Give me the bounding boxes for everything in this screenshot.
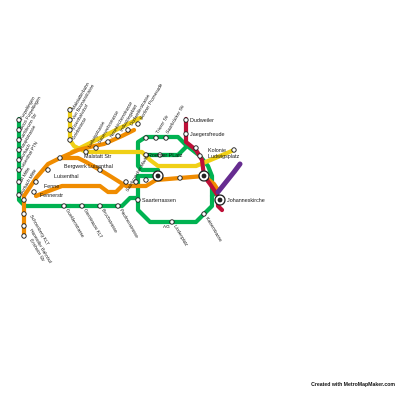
station-dot[interactable]	[31, 189, 37, 195]
orange-line-upper	[57, 127, 137, 161]
station-dot[interactable]	[21, 211, 27, 217]
station-label: Roemer PLatz	[148, 153, 183, 159]
station-dot[interactable]	[21, 223, 27, 229]
station-dot[interactable]	[16, 147, 22, 153]
station-dot[interactable]	[143, 177, 149, 183]
station-dot[interactable]	[21, 197, 27, 203]
station-label: Luisenthal	[54, 174, 79, 180]
station-dot[interactable]	[97, 203, 103, 209]
station-dot[interactable]	[201, 211, 207, 217]
station-label: Kaiserstrasse	[205, 216, 223, 243]
station-dot[interactable]	[133, 179, 139, 185]
station-dot[interactable]	[115, 203, 121, 209]
green-line-branch	[143, 144, 189, 158]
station-label: Gierstrasse KLT	[83, 208, 104, 239]
station-label: Saarterrassen	[142, 198, 176, 204]
station-dot[interactable]	[16, 167, 22, 173]
orange-line-lower	[33, 183, 125, 199]
station-dot[interactable]	[197, 153, 203, 159]
station-label: Jaegersfreude	[190, 132, 224, 138]
station-dot[interactable]	[97, 167, 103, 173]
station-label: Kolonie	[208, 148, 226, 154]
station-label: Lindenplatz	[173, 224, 189, 247]
station-dot[interactable]	[21, 233, 27, 239]
station-dot[interactable]	[45, 167, 51, 173]
station-label: Dudweiler	[190, 118, 214, 124]
station-dot[interactable]	[57, 155, 63, 161]
station-dot[interactable]	[135, 197, 141, 203]
station-dot[interactable]	[67, 107, 73, 113]
station-dot[interactable]	[93, 145, 99, 151]
station-dot[interactable]	[183, 117, 189, 123]
station-label: Malstatt Str	[84, 154, 111, 160]
station-dot[interactable]	[67, 127, 73, 133]
station-dot[interactable]	[125, 127, 131, 133]
station-dot[interactable]	[16, 179, 22, 185]
station-dot[interactable]	[169, 219, 175, 225]
station-label: Fenne	[44, 184, 59, 190]
interchanges	[152, 170, 226, 206]
purple-line	[215, 161, 243, 195]
station-dot[interactable]	[115, 133, 121, 139]
station-dot[interactable]	[16, 137, 22, 143]
station-dot[interactable]	[33, 179, 39, 185]
station-dot[interactable]	[143, 135, 149, 141]
green-line-south	[67, 187, 221, 225]
station-dot[interactable]	[177, 175, 183, 181]
station-dot[interactable]	[16, 192, 22, 198]
station-label: Ludwigsplatz	[208, 154, 239, 160]
station-dot[interactable]	[153, 135, 159, 141]
interchange-johanneskirche[interactable]	[214, 194, 226, 206]
station-dot[interactable]	[193, 145, 199, 151]
station-dot[interactable]	[135, 121, 141, 127]
station-dot[interactable]	[231, 147, 237, 153]
station-dot[interactable]	[16, 157, 22, 163]
station-dot[interactable]	[183, 131, 189, 137]
station-dot[interactable]	[16, 127, 22, 133]
station-dot[interactable]	[105, 139, 111, 145]
yellow-line-diagonal	[69, 115, 143, 155]
station-label: Johanneskirche	[227, 198, 265, 204]
station-label: Bergwerk Luisenthal	[64, 164, 113, 170]
station-labels: Furpeltingen Bous Furpeltingen Karlsbrun…	[19, 81, 265, 264]
station-dot[interactable]	[143, 152, 149, 158]
station-label: Bruchstrasse	[101, 208, 119, 234]
station-label: Gueldenstrasse	[65, 208, 86, 239]
station-dot[interactable]	[67, 117, 73, 123]
credit-text: Created with MetroMapMaker.com	[311, 382, 395, 388]
station-dot[interactable]	[61, 203, 67, 209]
station-label: Fennerstr	[40, 193, 63, 199]
station-label: AG	[163, 224, 170, 229]
station-dot[interactable]	[79, 203, 85, 209]
station-dot[interactable]	[67, 137, 73, 143]
station-dot[interactable]	[123, 179, 129, 185]
station-dot[interactable]	[83, 149, 89, 155]
interchange-kolonie[interactable]	[198, 170, 210, 182]
station-label: Paulinenstrasse	[119, 208, 140, 239]
station-dot[interactable]	[157, 152, 163, 158]
station-dot[interactable]	[163, 135, 169, 141]
station-dot[interactable]	[16, 117, 22, 123]
interchange-roemer[interactable]	[152, 170, 164, 182]
stations	[16, 107, 237, 239]
